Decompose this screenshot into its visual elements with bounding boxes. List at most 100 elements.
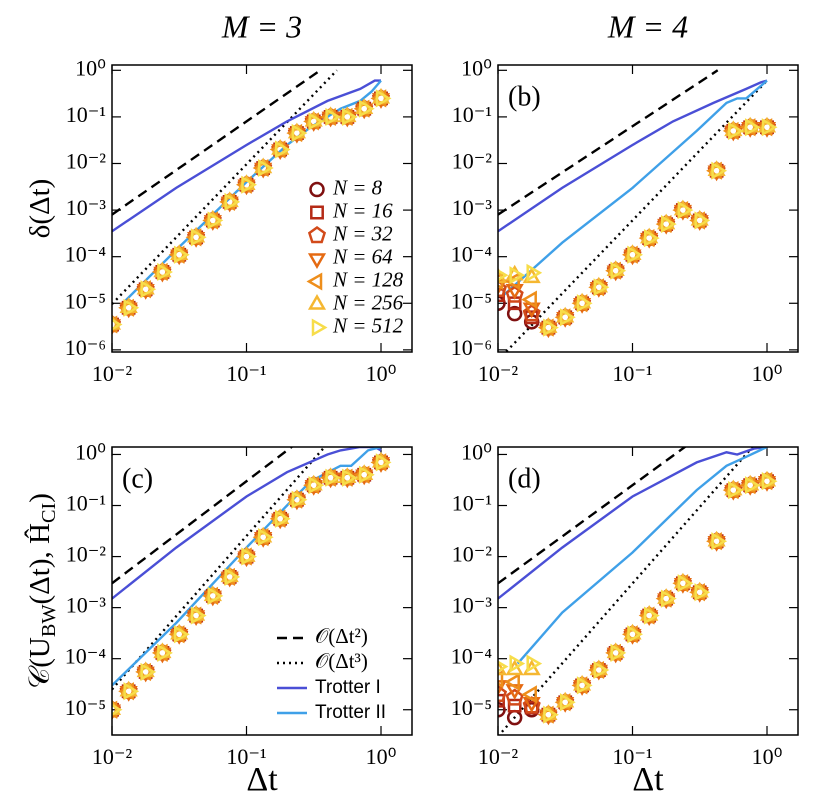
marker bbox=[610, 643, 627, 662]
marker bbox=[257, 528, 274, 547]
y-tick-label: 10⁻³ bbox=[66, 195, 107, 220]
legend-marker bbox=[307, 253, 327, 270]
marker bbox=[509, 266, 526, 285]
y-tick-label: 10⁻¹ bbox=[66, 102, 106, 127]
marker bbox=[576, 294, 593, 313]
legend-label: 𝒪(Δt²) bbox=[315, 624, 368, 648]
axes-frame bbox=[497, 64, 799, 353]
series-line bbox=[498, 447, 768, 600]
marker bbox=[274, 140, 291, 159]
marker bbox=[325, 468, 342, 487]
plot-area bbox=[498, 69, 778, 352]
marker bbox=[498, 684, 508, 703]
y-tick-label: 10⁰ bbox=[461, 440, 492, 465]
series-line bbox=[502, 79, 768, 296]
marker bbox=[140, 662, 157, 682]
y-tick-label: 10⁻² bbox=[66, 542, 107, 567]
marker bbox=[112, 318, 123, 331]
legend-label: N = 16 bbox=[332, 198, 393, 222]
marker bbox=[677, 201, 694, 220]
marker bbox=[559, 308, 576, 327]
marker bbox=[291, 123, 308, 143]
series-line bbox=[498, 79, 768, 233]
marker bbox=[123, 298, 140, 317]
marker bbox=[660, 215, 677, 234]
marker bbox=[224, 192, 241, 211]
marker bbox=[522, 304, 541, 322]
x-tick-label: 10⁰ bbox=[366, 744, 397, 769]
series-line bbox=[112, 447, 294, 585]
y-tick-label: 10⁻⁴ bbox=[451, 644, 493, 669]
legend-label: Trotter II bbox=[315, 702, 386, 723]
y-tick-label: 10⁻⁶ bbox=[451, 335, 492, 360]
marker bbox=[559, 693, 576, 712]
marker bbox=[711, 161, 728, 180]
series-line bbox=[516, 447, 768, 665]
x-axis-label: Δt bbox=[246, 761, 278, 798]
x-tick-label: 10⁻¹ bbox=[226, 361, 266, 386]
marker bbox=[342, 468, 358, 487]
x-tick-label: 10⁻¹ bbox=[612, 744, 652, 769]
legend-marker bbox=[307, 225, 327, 244]
marker bbox=[543, 705, 559, 724]
marker bbox=[610, 261, 627, 280]
marker bbox=[744, 476, 761, 495]
marker bbox=[498, 295, 506, 312]
legend-label: N = 512 bbox=[332, 313, 404, 337]
marker bbox=[643, 606, 660, 625]
legend-marker bbox=[310, 205, 324, 220]
marker bbox=[521, 290, 537, 309]
series-line bbox=[112, 69, 321, 216]
marker bbox=[506, 305, 523, 322]
plot-area bbox=[498, 447, 778, 735]
column-title: M = 4 bbox=[607, 8, 688, 44]
legend-marker bbox=[307, 293, 327, 310]
legend-label: 𝒪(Δt³) bbox=[315, 649, 368, 673]
marker bbox=[173, 245, 190, 264]
marker bbox=[190, 228, 207, 247]
marker bbox=[593, 278, 610, 297]
legend-label: N = 128 bbox=[332, 267, 404, 291]
marker bbox=[375, 453, 392, 472]
legend-label: N = 8 bbox=[332, 175, 383, 199]
marker bbox=[660, 589, 677, 608]
y-tick-label: 10⁻¹ bbox=[452, 102, 492, 127]
marker bbox=[498, 669, 504, 689]
x-tick-label: 10⁻² bbox=[92, 744, 133, 769]
axes-frame bbox=[111, 64, 413, 353]
y-tick-label: 10⁻⁴ bbox=[451, 242, 493, 267]
panel-label: (b) bbox=[508, 81, 541, 112]
axes-frame bbox=[497, 446, 799, 736]
panel-label: (c) bbox=[122, 463, 153, 494]
x-tick-label: 10⁻¹ bbox=[612, 361, 652, 386]
y-axis-label: δ(Δt) bbox=[24, 179, 56, 239]
y-tick-label: 10⁰ bbox=[461, 55, 492, 80]
legend-label: N = 64 bbox=[332, 244, 393, 268]
marker bbox=[308, 476, 325, 495]
y-axis-label: 𝒞(UBW(Δt), ĤCI) bbox=[23, 493, 60, 689]
marker bbox=[498, 269, 509, 282]
column-title: M = 3 bbox=[221, 8, 302, 44]
marker bbox=[761, 472, 778, 491]
x-tick-label: 10⁻¹ bbox=[226, 744, 266, 769]
marker bbox=[576, 676, 593, 695]
y-tick-label: 10⁻¹ bbox=[66, 491, 106, 516]
axes-frame bbox=[111, 446, 413, 736]
marker bbox=[112, 703, 123, 716]
legend-marker bbox=[306, 272, 323, 291]
marker bbox=[728, 481, 744, 500]
legend-marker bbox=[311, 318, 328, 337]
marker bbox=[543, 318, 559, 337]
y-tick-label: 10⁻³ bbox=[452, 195, 493, 220]
marker bbox=[728, 121, 744, 141]
legend-marker bbox=[309, 181, 325, 198]
marker bbox=[157, 262, 173, 282]
marker bbox=[498, 267, 508, 284]
marker bbox=[498, 701, 506, 718]
series-line bbox=[498, 69, 719, 216]
marker bbox=[711, 532, 728, 551]
marker bbox=[224, 567, 241, 586]
x-tick-label: 10⁰ bbox=[366, 361, 397, 386]
y-tick-label: 10⁻² bbox=[452, 542, 493, 567]
marker bbox=[744, 118, 761, 137]
